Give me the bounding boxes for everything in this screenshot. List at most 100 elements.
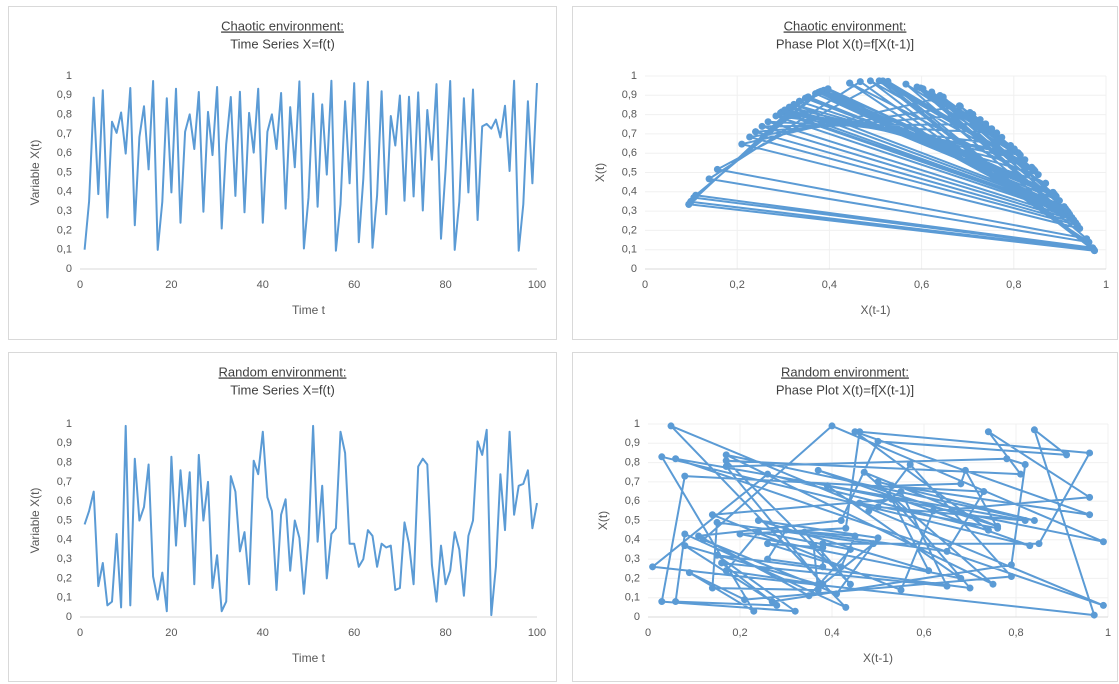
x-tick-label: 20: [165, 627, 177, 639]
point: [1086, 449, 1094, 457]
point: [957, 574, 965, 582]
x-tick-label: 80: [439, 627, 451, 639]
point: [925, 567, 933, 575]
point: [1003, 455, 1011, 463]
y-tick-label: 0,8: [57, 457, 72, 469]
point: [928, 89, 936, 97]
point: [681, 530, 689, 538]
point: [681, 542, 689, 550]
point: [722, 567, 730, 575]
y-tick-label: 0,7: [622, 128, 637, 140]
point: [819, 563, 827, 571]
point: [754, 517, 762, 524]
point: [814, 580, 822, 588]
x-tick-label: 60: [348, 627, 360, 639]
y-tick-label: 0,6: [57, 147, 72, 159]
point: [781, 106, 789, 114]
point: [828, 422, 836, 430]
point: [1030, 426, 1038, 434]
x-tick-label: 0,2: [730, 279, 745, 291]
y-tick-label: 0,3: [57, 205, 72, 217]
point: [888, 482, 896, 490]
point: [874, 534, 882, 542]
y-tick-label: 0,9: [625, 437, 640, 449]
point: [667, 422, 675, 430]
point: [773, 601, 781, 609]
point: [692, 191, 700, 199]
point: [851, 532, 859, 540]
point: [1007, 572, 1015, 580]
y-tick-label: 0,7: [625, 476, 640, 488]
y-tick-label: 0,5: [622, 166, 637, 178]
y-tick-label: 0,6: [625, 495, 640, 507]
point: [695, 532, 703, 540]
point: [980, 488, 988, 496]
point: [989, 580, 997, 588]
point: [782, 526, 790, 534]
point: [874, 437, 882, 445]
y-tick-label: 0,6: [622, 147, 637, 159]
point: [943, 547, 951, 555]
point: [699, 536, 707, 544]
y-tick-label: 0,5: [57, 514, 72, 526]
point: [722, 451, 730, 459]
x-axis-title: Time t: [292, 651, 326, 665]
point: [718, 559, 726, 567]
point: [874, 478, 882, 486]
x-tick-label: 0,8: [1006, 279, 1021, 291]
y-tick-label: 0,1: [57, 244, 72, 256]
point: [846, 545, 854, 553]
y-tick-label: 0,9: [622, 89, 637, 101]
point: [1007, 141, 1015, 149]
point: [993, 129, 1001, 137]
x-tick-label: 0: [645, 627, 651, 639]
point: [837, 563, 845, 571]
x-tick-label: 0,8: [1008, 627, 1023, 639]
point: [1042, 179, 1050, 187]
chart-subtitle: Phase Plot X(t)=f[X(t-1)]: [776, 36, 914, 51]
x-tick-label: 100: [528, 627, 546, 639]
point: [722, 457, 730, 465]
y-tick-label: 0,2: [57, 224, 72, 236]
y-tick-label: 0: [631, 263, 637, 275]
point: [988, 125, 996, 133]
point: [961, 466, 969, 474]
point: [856, 78, 864, 86]
point: [842, 603, 850, 611]
y-axis-title: X(t): [593, 163, 607, 182]
point: [801, 94, 809, 102]
point: [869, 540, 877, 548]
point: [969, 110, 977, 118]
point: [752, 128, 760, 136]
x-tick-label: 40: [257, 279, 269, 291]
point: [810, 542, 818, 550]
point: [837, 517, 845, 524]
y-axis-title: Variable X(t): [28, 140, 42, 206]
point: [681, 472, 689, 480]
x-tick-label: 1: [1103, 279, 1109, 291]
x-tick-label: 0,6: [916, 627, 931, 639]
point: [884, 77, 892, 85]
y-tick-label: 0,1: [625, 592, 640, 604]
point: [685, 569, 693, 577]
x-tick-label: 1: [1105, 627, 1111, 639]
y-axis-title: Variable X(t): [28, 488, 42, 554]
y-tick-label: 1: [66, 70, 72, 82]
y-tick-label: 0,2: [57, 572, 72, 584]
point: [1086, 493, 1094, 501]
point: [750, 607, 758, 615]
point: [814, 586, 822, 594]
chart-subtitle: Time Series X=f(t): [230, 382, 335, 397]
y-tick-label: 0,4: [57, 186, 72, 198]
point: [790, 100, 798, 108]
point: [913, 83, 921, 91]
point: [800, 528, 808, 536]
point: [1035, 540, 1043, 548]
chart-subtitle: Time Series X=f(t): [230, 36, 335, 51]
point: [791, 607, 799, 615]
point: [842, 524, 850, 532]
point: [966, 584, 974, 592]
chart-title: Random environment:: [781, 364, 909, 379]
point: [1083, 235, 1091, 243]
point: [1031, 167, 1039, 175]
